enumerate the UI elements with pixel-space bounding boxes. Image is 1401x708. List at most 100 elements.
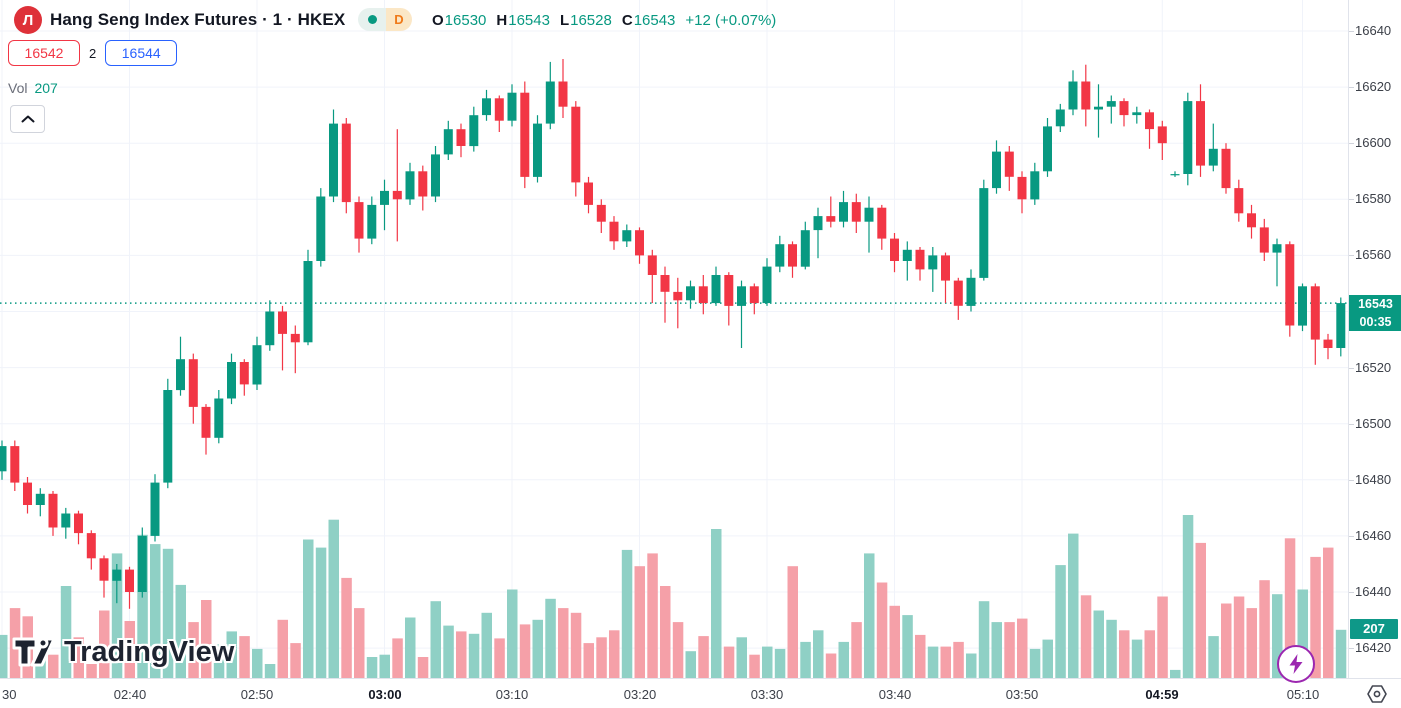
tradingview-logo-icon [12, 637, 56, 667]
hexagon-eye-icon [1367, 685, 1387, 703]
candle-body [1145, 112, 1154, 130]
candle-body [392, 190, 402, 200]
buy-ask-button[interactable]: 16544 [105, 40, 178, 66]
volume-bar [621, 549, 633, 678]
volume-bar [1323, 547, 1334, 678]
candle-body [252, 345, 262, 385]
candle-body [698, 286, 708, 304]
volume-bar [966, 653, 977, 678]
volume-bar [188, 622, 199, 678]
volume-bar [494, 638, 505, 678]
price-axis[interactable]: 16543 00:35 207 16640 16620 16600 16580 1656… [1348, 0, 1401, 678]
candle-body [596, 204, 606, 222]
volume-bar [1157, 596, 1168, 678]
candle-body [201, 406, 211, 438]
bid-ask-row: 16542 2 16544 [8, 40, 178, 66]
candle-body [1094, 106, 1103, 110]
volume-bar [405, 617, 416, 678]
time-axis[interactable]: 30 02:40 02:50 03:00 03:10 03:20 03:30 03:40 03:… [0, 678, 1401, 708]
candle-body [0, 446, 7, 472]
candle-body [571, 106, 581, 183]
price-axis-label: 16600 [1355, 135, 1392, 150]
tradingview-watermark[interactable]: TradingView [12, 633, 234, 671]
volume-bar [1119, 630, 1130, 678]
collapse-panel-button[interactable] [10, 105, 45, 133]
candle-body [902, 249, 912, 261]
volume-bar [99, 610, 110, 678]
volume-bar [685, 651, 696, 678]
volume-bar [711, 529, 722, 678]
volume-bar [813, 630, 824, 678]
volume-bar [226, 631, 237, 678]
volume-bar [762, 646, 773, 678]
axis-settings-button[interactable] [1366, 684, 1390, 704]
candle-body [584, 182, 593, 205]
interval-d-badge[interactable]: D [386, 8, 412, 31]
candle-body [545, 81, 555, 124]
candle-body [176, 359, 185, 391]
candlestick-chart[interactable] [0, 0, 1348, 678]
volume-bar [1144, 630, 1155, 678]
volume-bar [1195, 542, 1206, 678]
candle-body [1221, 148, 1231, 189]
volume-bar [60, 586, 72, 678]
volume-bar [354, 608, 365, 678]
volume-bar [519, 624, 531, 678]
volume-bar [1080, 595, 1092, 678]
candle-body [265, 311, 275, 346]
candle-body [762, 266, 772, 304]
candle-body [1323, 339, 1333, 348]
volume-bar [392, 638, 403, 678]
price-axis-tick [1349, 87, 1354, 88]
market-open-dot-icon [358, 8, 386, 31]
open-value: O16530 [432, 11, 487, 29]
volume-bar [1310, 556, 1321, 678]
candle-body [724, 275, 734, 306]
lightning-bolt-icon [1289, 654, 1303, 674]
candle-body [890, 238, 899, 261]
volume-bar [201, 600, 212, 678]
symbol-title[interactable]: Hang Seng Index Futures · 1 · HKEX [50, 10, 346, 29]
volume-axis-badge: 207 [1350, 619, 1398, 639]
market-status-pill[interactable]: D [358, 8, 412, 31]
volume-bar [545, 598, 556, 678]
candle-body [877, 207, 887, 239]
volume-bar [341, 577, 352, 678]
candle-body [915, 249, 925, 270]
instant-trading-button[interactable] [1277, 645, 1315, 683]
volume-bar [558, 608, 569, 678]
sell-bid-button[interactable]: 16542 [8, 40, 80, 66]
candle-body [214, 398, 224, 438]
volume-bar [290, 643, 301, 678]
volume-bar [787, 566, 798, 678]
time-axis-label: 03:40 [878, 687, 912, 702]
candle-body [61, 513, 71, 528]
candle-body [1017, 176, 1027, 200]
candle-body [1030, 171, 1040, 200]
volume-bar [1131, 639, 1143, 678]
volume-bar [1068, 533, 1079, 678]
candle-body [813, 216, 823, 231]
candle-body [418, 171, 428, 197]
candle-body [329, 123, 338, 197]
candle-body [1068, 81, 1078, 110]
volume-bar [1284, 538, 1296, 678]
symbol-header[interactable]: Л Hang Seng Index Futures · 1 · HKEX [14, 6, 345, 34]
candle-body [290, 333, 300, 343]
volume-bar [889, 605, 900, 678]
volume-bar [864, 553, 875, 678]
volume-bar [1170, 669, 1181, 678]
volume-bar [851, 622, 862, 678]
volume-bar [532, 619, 543, 678]
candle-body [660, 275, 670, 292]
close-value: C16543 [621, 11, 676, 29]
volume-bar [111, 553, 123, 678]
candle-body [1170, 174, 1180, 176]
volume-bar [443, 625, 454, 678]
price-axis-label: 16420 [1355, 640, 1392, 655]
volume-bar [137, 534, 148, 678]
candle-body [1208, 148, 1218, 166]
watermark-text: TradingView [64, 635, 235, 668]
candle-body [163, 390, 173, 483]
volume-bar [698, 636, 709, 678]
